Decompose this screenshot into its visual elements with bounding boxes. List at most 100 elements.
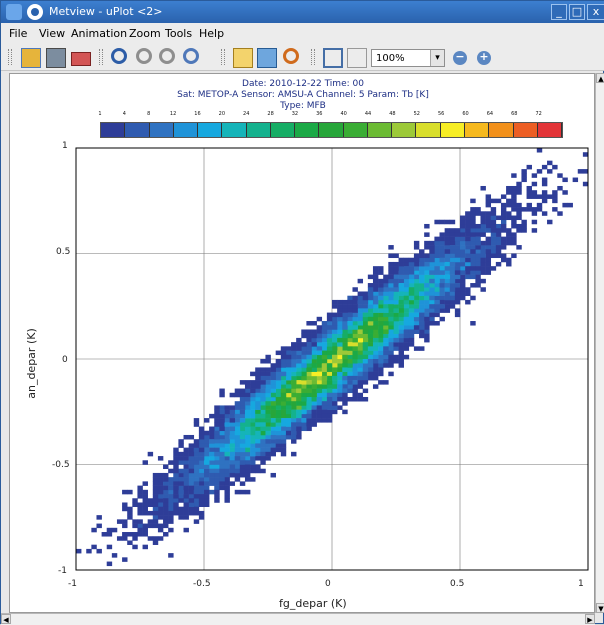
heatmap-cell (429, 253, 435, 259)
heatmap-cell (449, 236, 456, 242)
heatmap-cell (475, 270, 481, 275)
heatmap-cell (460, 223, 466, 229)
heatmap-cell (163, 489, 169, 495)
heatmap-cell (183, 485, 189, 491)
maximize-button[interactable]: □ (569, 4, 585, 20)
menu-file[interactable]: File (9, 27, 28, 40)
heatmap-cell (470, 211, 476, 216)
colorbar-swatch (367, 123, 393, 137)
zoom-dropdown-icon[interactable] (183, 48, 199, 64)
heatmap-cell (321, 342, 328, 347)
heatmap-cell (270, 363, 276, 368)
heatmap-cell (224, 418, 230, 423)
heatmap-cell (337, 308, 343, 313)
minimize-button[interactable]: _ (551, 4, 567, 20)
heatmap-cell (250, 422, 256, 427)
heatmap-cell (173, 447, 179, 453)
horizontal-scrollbar[interactable]: ◀ ▶ (1, 613, 595, 625)
menu-zoom[interactable]: Zoom (129, 27, 161, 40)
heatmap-cell (275, 359, 282, 364)
heatmap-cell (413, 270, 420, 275)
magnifier-icon[interactable] (233, 48, 253, 68)
heatmap-cell (183, 515, 189, 520)
heatmap-cell (224, 447, 230, 453)
save-icon[interactable] (21, 48, 41, 68)
scroll-up-icon[interactable]: ▲ (596, 73, 604, 83)
heatmap-cell (86, 548, 92, 554)
heatmap-cell (419, 270, 425, 275)
zoom-in-icon[interactable] (111, 48, 127, 64)
heatmap-cell (285, 384, 292, 389)
heatmap-cell (137, 523, 143, 529)
heatmap-cell (393, 329, 399, 334)
heatmap-cell (383, 283, 389, 288)
heatmap-cell (326, 363, 333, 368)
heatmap-cell (562, 202, 568, 208)
heatmap-cell (332, 384, 338, 389)
heatmap-cell (352, 342, 358, 347)
heatmap-cell (291, 384, 297, 389)
heatmap-cell (111, 553, 118, 558)
sidebar-icon[interactable] (347, 48, 367, 68)
heatmap-cell (321, 396, 328, 402)
menu-tools[interactable]: Tools (165, 27, 193, 40)
menu-animation[interactable]: Animation (71, 27, 128, 40)
heatmap-cell (244, 418, 251, 423)
cursor-data-icon[interactable] (283, 48, 299, 64)
heatmap-cell (408, 333, 415, 339)
heatmap-cell (378, 266, 384, 271)
print-icon[interactable] (46, 48, 66, 68)
heatmap-cell (250, 380, 256, 385)
heatmap-cell (367, 304, 374, 309)
heatmap-cell (275, 426, 282, 432)
heatmap-cell (398, 299, 404, 305)
zoom-select[interactable]: 100% ▾ (371, 49, 445, 67)
heatmap-cell (357, 312, 364, 318)
heatmap-cell (465, 240, 471, 246)
heatmap-cell (362, 396, 369, 402)
heatmap-cell (511, 173, 517, 178)
heatmap-cell (306, 422, 312, 427)
heatmap-cell (460, 215, 466, 221)
heatmap-cell (296, 384, 302, 389)
scroll-down-icon[interactable]: ▼ (596, 603, 604, 613)
heatmap-cell (490, 219, 497, 225)
movie-icon[interactable] (71, 52, 91, 66)
heatmap-cell (342, 388, 348, 394)
heatmap-cell (250, 430, 256, 436)
heatmap-cell (275, 363, 282, 368)
heatmap-cell (378, 287, 384, 292)
zoom-in-button[interactable]: + (477, 51, 491, 65)
heatmap-cell (193, 519, 200, 524)
heatmap-cell (255, 451, 261, 457)
layout-icon[interactable] (323, 48, 343, 68)
heatmap-cell (439, 232, 445, 237)
heatmap-cell (398, 342, 404, 347)
heatmap-cell (316, 413, 323, 419)
heatmap-cell (265, 396, 271, 402)
heatmap-cell (321, 401, 328, 406)
heatmap-cell (429, 304, 435, 309)
menu-help[interactable]: Help (199, 27, 225, 40)
heatmap-cell (296, 434, 302, 440)
heatmap-cell (239, 392, 246, 398)
heatmap-cell (326, 359, 333, 364)
area-selection-icon[interactable] (257, 48, 277, 68)
x-tick: 1 (578, 579, 584, 589)
close-button[interactable]: x (587, 4, 604, 20)
scroll-right-icon[interactable]: ▶ (585, 614, 595, 624)
heatmap-cell (460, 245, 466, 250)
heatmap-cell (270, 401, 276, 406)
zoom-back-icon[interactable] (159, 48, 175, 64)
heatmap-cell (419, 249, 425, 254)
menu-view[interactable]: View (39, 27, 66, 40)
zoom-out-icon[interactable] (136, 48, 152, 64)
scroll-left-icon[interactable]: ◀ (1, 614, 11, 624)
zoom-out-button[interactable]: − (453, 51, 467, 65)
heatmap-cell (521, 173, 527, 178)
vertical-scrollbar[interactable]: ▲ ▼ (595, 73, 604, 613)
heatmap-cell (296, 392, 302, 398)
heatmap-cell (193, 498, 200, 503)
heatmap-cell (429, 249, 435, 254)
heatmap-cell (239, 430, 246, 436)
